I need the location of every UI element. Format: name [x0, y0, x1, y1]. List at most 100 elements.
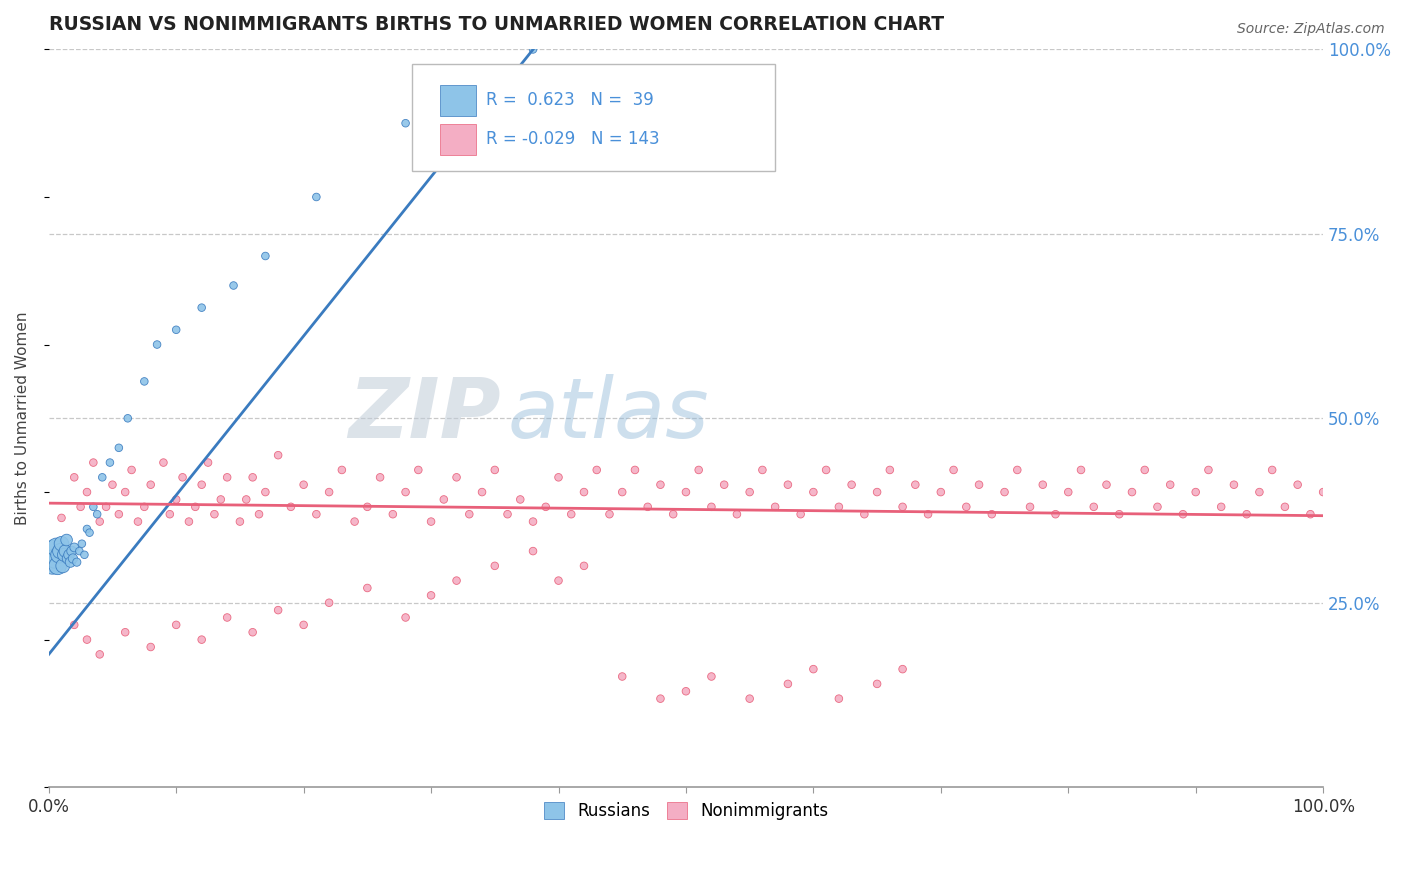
Point: [222, 278, 245, 293]
Point: [738, 485, 761, 500]
Point: [572, 485, 595, 500]
Point: [217, 610, 239, 624]
Point: [1019, 500, 1042, 514]
Point: [63, 470, 86, 484]
Y-axis label: Births to Unmarried Women: Births to Unmarried Women: [15, 311, 30, 525]
Point: [585, 463, 607, 477]
Point: [624, 463, 647, 477]
Point: [560, 507, 582, 521]
Point: [48, 548, 70, 562]
Point: [280, 500, 302, 514]
Point: [152, 456, 174, 470]
Point: [1070, 463, 1092, 477]
Point: [522, 515, 544, 529]
Point: [738, 691, 761, 706]
Point: [67, 544, 90, 558]
Point: [446, 574, 468, 588]
Point: [1299, 507, 1322, 521]
Point: [114, 625, 136, 640]
Point: [662, 507, 685, 521]
Point: [82, 456, 104, 470]
Point: [66, 555, 89, 569]
Point: [815, 463, 838, 477]
Point: [45, 541, 67, 555]
Point: [394, 485, 416, 500]
Point: [76, 522, 98, 536]
Point: [598, 507, 620, 521]
Point: [1249, 485, 1271, 500]
Point: [190, 301, 212, 315]
Point: [458, 507, 481, 521]
Point: [1083, 500, 1105, 514]
Point: [381, 507, 404, 521]
Point: [700, 669, 723, 683]
Point: [197, 456, 219, 470]
Point: [184, 500, 207, 514]
Point: [51, 537, 73, 551]
Point: [650, 691, 672, 706]
Point: [612, 485, 634, 500]
Point: [79, 525, 101, 540]
Point: [1146, 500, 1168, 514]
Legend: Russians, Nonimmigrants: Russians, Nonimmigrants: [537, 796, 835, 827]
Point: [408, 463, 430, 477]
Point: [190, 477, 212, 491]
Point: [675, 485, 697, 500]
Point: [46, 558, 69, 573]
Point: [318, 596, 340, 610]
Point: [1159, 477, 1181, 491]
Point: [1223, 477, 1246, 491]
Point: [1274, 500, 1296, 514]
Point: [394, 116, 416, 130]
Text: R = -0.029   N = 143: R = -0.029 N = 143: [486, 130, 659, 148]
Point: [63, 618, 86, 632]
Point: [242, 625, 264, 640]
Point: [841, 477, 863, 491]
Point: [547, 470, 569, 484]
Point: [86, 507, 108, 521]
Point: [108, 507, 131, 521]
Point: [42, 544, 65, 558]
Point: [980, 507, 1002, 521]
Point: [165, 323, 187, 337]
Point: [828, 691, 851, 706]
Point: [917, 507, 939, 521]
Point: [53, 548, 76, 562]
Point: [217, 470, 239, 484]
Point: [776, 477, 799, 491]
Point: [70, 537, 93, 551]
Point: [254, 249, 277, 263]
Point: [1286, 477, 1309, 491]
Point: [330, 463, 353, 477]
Point: [1007, 463, 1029, 477]
Point: [356, 581, 378, 595]
Point: [572, 558, 595, 573]
Point: [1261, 463, 1284, 477]
Point: [89, 515, 111, 529]
Point: [866, 677, 889, 691]
Point: [41, 555, 63, 569]
Point: [866, 485, 889, 500]
Point: [763, 500, 786, 514]
Point: [98, 456, 121, 470]
Point: [368, 470, 391, 484]
Point: [1312, 485, 1334, 500]
Point: [1121, 485, 1143, 500]
Text: ZIP: ZIP: [349, 374, 501, 455]
Point: [134, 375, 156, 389]
Point: [1045, 507, 1067, 521]
Point: [73, 548, 96, 562]
Point: [776, 677, 799, 691]
Point: [121, 463, 143, 477]
Point: [891, 500, 914, 514]
Point: [1184, 485, 1206, 500]
Point: [522, 42, 544, 56]
Point: [51, 511, 73, 525]
Point: [1171, 507, 1194, 521]
Point: [305, 507, 328, 521]
Point: [853, 507, 876, 521]
Point: [713, 477, 735, 491]
Point: [82, 500, 104, 514]
Point: [101, 477, 124, 491]
Point: [60, 544, 83, 558]
